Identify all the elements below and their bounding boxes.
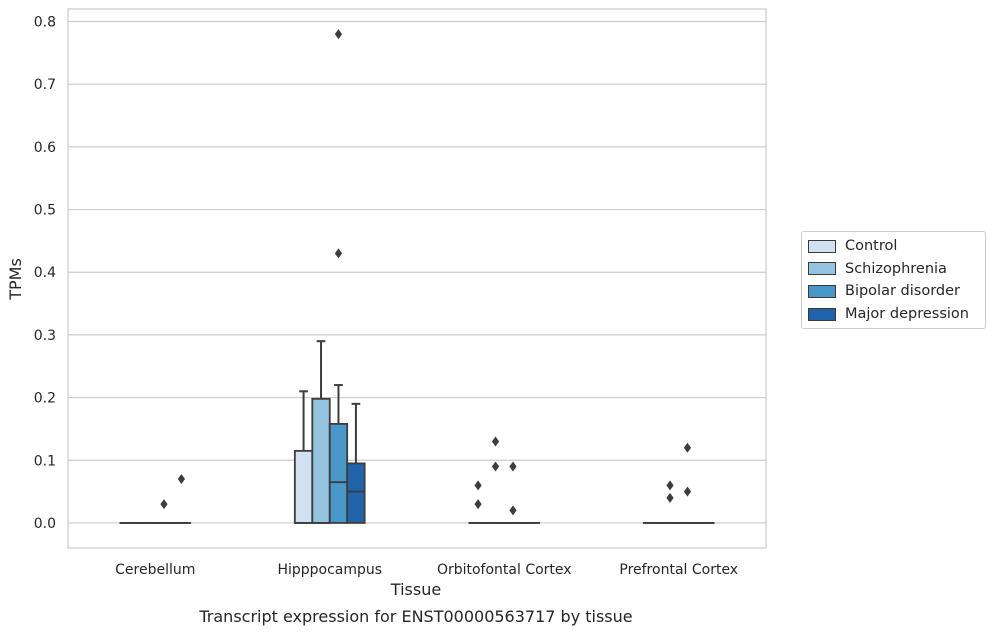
box-control [293, 390, 314, 524]
y-tick-label: 0.0 [34, 516, 56, 532]
legend: Control Schizophrenia Bipolar disorder Majo… [801, 231, 986, 330]
box-marks [119, 29, 715, 524]
box-schizophrenia [311, 340, 331, 524]
legend-item: Schizophrenia [802, 258, 985, 281]
legend-swatch [808, 262, 836, 276]
legend-swatch [808, 307, 836, 321]
plot-area-frame [67, 8, 767, 549]
box-bipolar-disorder [154, 499, 174, 524]
outlier-point [666, 480, 674, 491]
legend-label: Control [845, 238, 898, 255]
legend-label: Bipolar disorder [845, 283, 960, 300]
box-schizophrenia [660, 480, 680, 524]
y-axis-label: TPMs [6, 258, 25, 301]
box [328, 423, 349, 524]
legend-label: Major depression [845, 306, 969, 323]
chart-caption: Transcript expression for ENST0000056371… [198, 607, 632, 626]
box-major-depression [171, 474, 192, 524]
box-major-depression [346, 402, 366, 524]
box-bipolar-disorder [503, 461, 523, 524]
legend-swatch [808, 284, 836, 298]
outlier-point [334, 248, 343, 259]
box-control [468, 480, 488, 524]
outlier-point [474, 499, 482, 510]
y-tick-label: 0.4 [34, 265, 56, 281]
outlier-point [683, 442, 692, 453]
outlier-point [474, 480, 482, 491]
x-tick-label: Orbitofontal Cortex [437, 562, 572, 578]
box [311, 397, 331, 524]
y-tick-label: 0.7 [34, 77, 56, 93]
box [346, 462, 366, 524]
y-tick-label: 0.2 [34, 391, 56, 407]
legend-item: Bipolar disorder [802, 280, 985, 303]
outlier-point [177, 474, 186, 485]
grid-lines [68, 20, 766, 524]
y-tick-label: 0.6 [34, 140, 56, 156]
y-tick-label: 0.8 [34, 15, 56, 31]
y-tick-label: 0.3 [34, 328, 56, 344]
outlier-point [509, 461, 517, 472]
box [293, 449, 314, 524]
y-tick-label: 0.5 [34, 203, 56, 219]
outlier-point [491, 436, 500, 447]
x-tick-label: Prefrontal Cortex [619, 562, 738, 578]
outlier-point [334, 29, 343, 40]
legend-swatch [808, 239, 836, 253]
x-tick-labels: Cerebellum Hipppocampus Orbitofontal Corte… [115, 562, 738, 578]
x-tick-label: Cerebellum [115, 562, 195, 578]
outlier-point [666, 492, 674, 503]
box-bipolar-disorder [328, 29, 349, 524]
outlier-point [160, 499, 168, 510]
outlier-point [509, 505, 517, 516]
box-schizophrenia [485, 436, 506, 524]
outlier-point [491, 461, 500, 472]
y-tick-labels: 0.0 0.1 0.2 0.3 0.4 0.5 0.6 0.7 0.8 [34, 15, 56, 532]
x-axis-label: Tissue [390, 580, 441, 599]
y-tick-label: 0.1 [34, 453, 56, 469]
x-tick-label: Hipppocampus [277, 562, 382, 578]
legend-item: Control [802, 235, 985, 258]
legend-label: Schizophrenia [845, 260, 947, 277]
box-bipolar-disorder [677, 442, 698, 524]
legend-item: Major depression [802, 303, 985, 326]
outlier-point [683, 486, 692, 497]
